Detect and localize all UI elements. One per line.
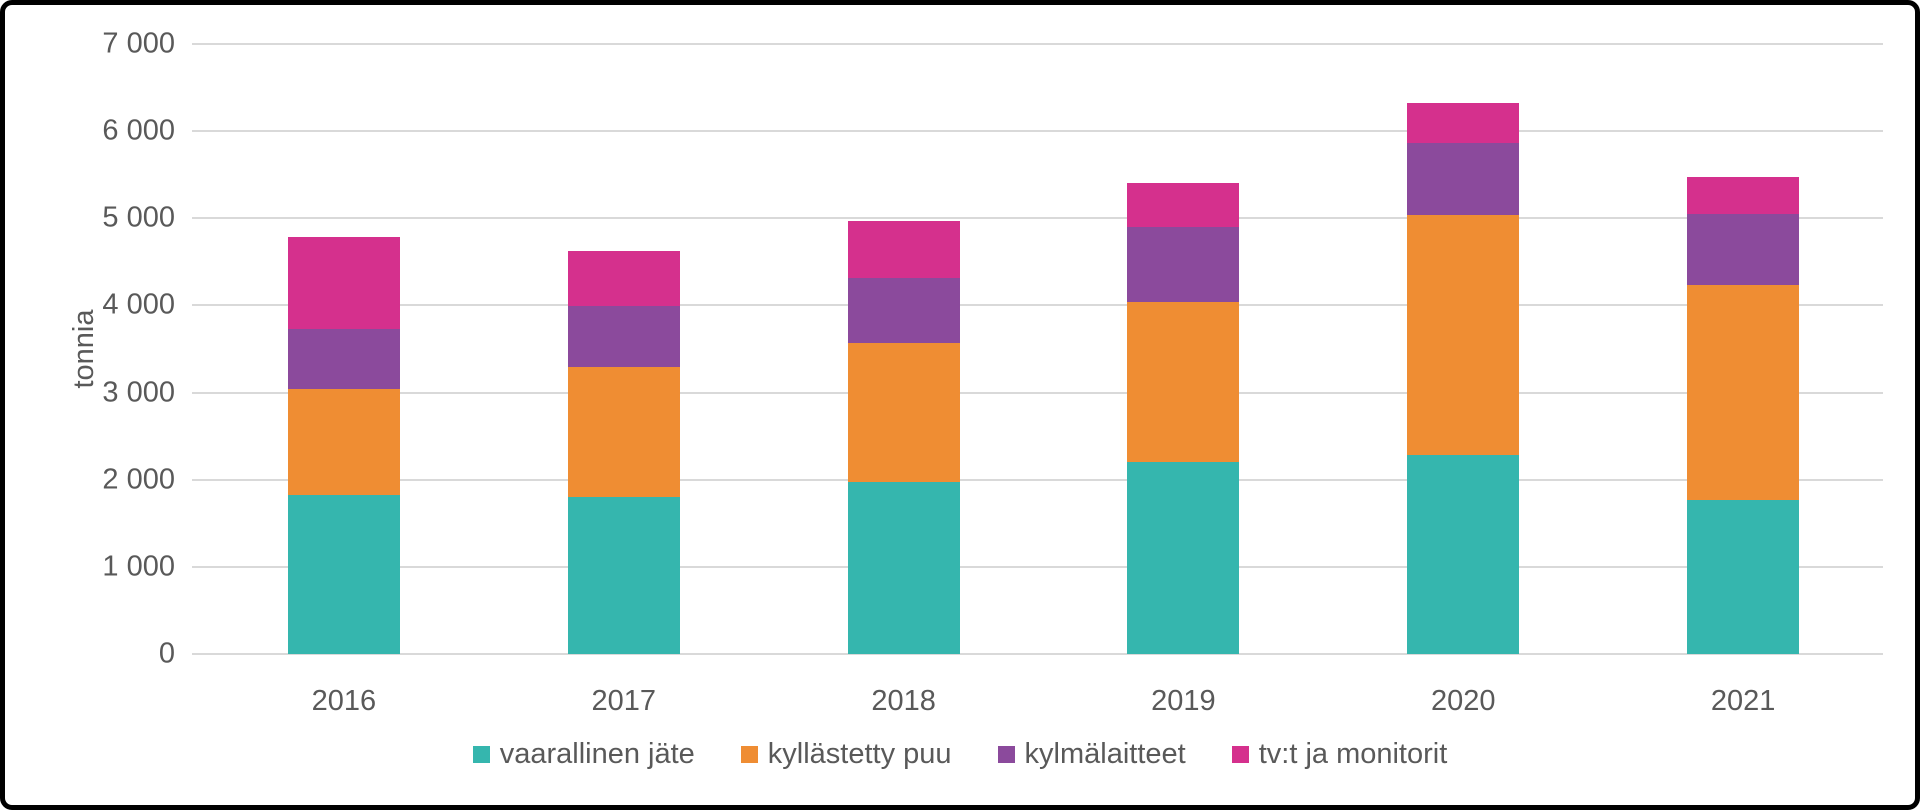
bar-segment: [1127, 462, 1240, 654]
legend-label: kylmälaitteet: [1024, 738, 1186, 770]
legend-swatch-icon: [740, 746, 758, 763]
gridline: [192, 391, 1883, 394]
gridline: [192, 653, 1883, 655]
x-axis-label: 2021: [1710, 685, 1776, 717]
bar-segment: [847, 482, 960, 654]
legend-item: kyllästetty puu: [740, 738, 952, 771]
x-axis-label: 2019: [1151, 685, 1216, 717]
bar-segment: [567, 306, 680, 368]
y-axis-tick-label: 4 000: [102, 288, 175, 321]
bar-segment: [1687, 499, 1800, 654]
bar-segment: [567, 497, 680, 654]
legend-label: tv:t ja monitorit: [1258, 738, 1448, 770]
legend-item: tv:t ja monitorit: [1231, 738, 1448, 771]
bar-segment: [1127, 182, 1240, 227]
bar-segment: [847, 277, 960, 343]
x-axis-label: 2020: [1430, 685, 1496, 717]
gridline: [192, 565, 1883, 568]
y-axis-tick-label: 1 000: [102, 550, 175, 583]
y-axis-tick-label: 6 000: [102, 114, 175, 147]
bar-segment: [1687, 213, 1800, 285]
legend-item: vaarallinen jäte: [472, 738, 695, 771]
bar-segment: [1407, 103, 1520, 144]
gridline: [192, 304, 1883, 307]
legend-label: kyllästetty puu: [767, 738, 952, 770]
y-axis-tick-label: 0: [158, 637, 175, 670]
x-axis-label: 2016: [311, 685, 377, 717]
y-axis-tick-label: 2 000: [102, 463, 175, 496]
gridline: [192, 217, 1883, 220]
legend-swatch-icon: [997, 746, 1015, 763]
bar-segment: [847, 220, 960, 278]
x-axis-label: 2017: [591, 685, 656, 717]
y-axis-tick-label: 7 000: [102, 27, 175, 60]
bar-segment: [1687, 284, 1800, 500]
bar-segment: [1687, 177, 1800, 214]
y-axis-tick-label: 3 000: [102, 376, 175, 409]
bar-segment: [1407, 214, 1520, 456]
bar-segment: [287, 236, 400, 329]
gridline: [192, 43, 1883, 45]
bar-segment: [287, 328, 400, 390]
bar-segment: [847, 342, 960, 483]
gridline: [192, 130, 1883, 133]
bar-segment: [287, 495, 400, 654]
legend-label: vaarallinen jäte: [499, 738, 695, 770]
legend: vaarallinen jäte kyllästetty puu kylmälait…: [5, 738, 1915, 771]
bar-segment: [1407, 143, 1520, 215]
legend-swatch-icon: [472, 746, 490, 763]
bar-segment: [1407, 455, 1520, 654]
bar-segment: [287, 389, 400, 496]
legend-swatch-icon: [1231, 746, 1249, 763]
bar-segment: [1127, 227, 1240, 302]
legend-item: kylmälaitteet: [997, 738, 1186, 771]
bar-segment: [567, 251, 680, 307]
bar-segment: [1127, 301, 1240, 463]
x-axis-label: 2018: [871, 685, 936, 717]
gridline: [192, 478, 1883, 481]
bar-segment: [567, 367, 680, 498]
y-axis-tick-label: 5 000: [102, 201, 175, 234]
